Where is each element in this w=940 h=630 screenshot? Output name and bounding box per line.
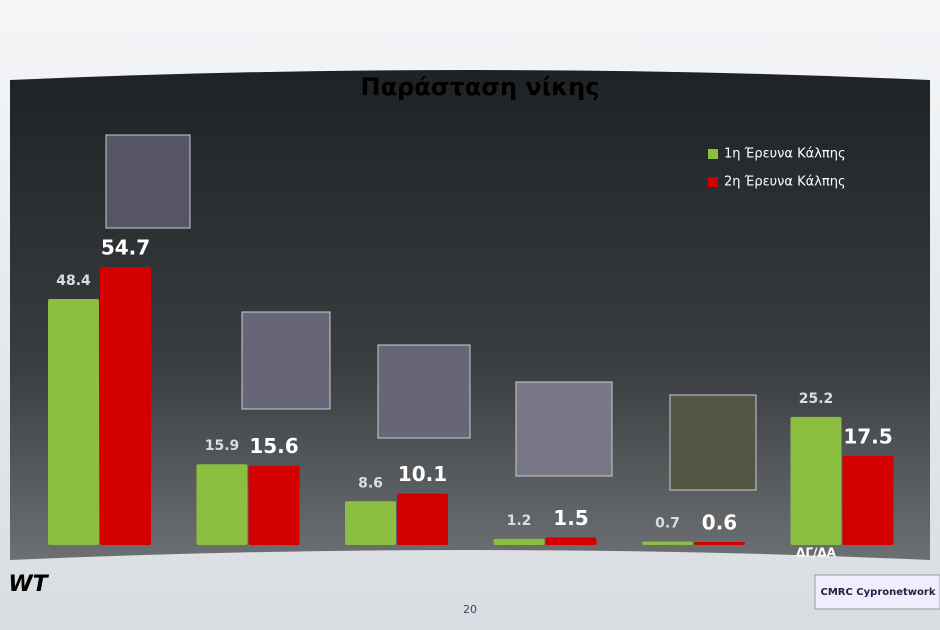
legend-label: 1η Έρευνα Κάλπης — [724, 147, 846, 162]
bar — [493, 538, 545, 545]
value-label: 1.2 — [507, 513, 532, 529]
bar — [48, 299, 99, 545]
logo-left: WT — [8, 572, 49, 597]
page-number: 20 — [463, 603, 477, 616]
value-label: 15.9 — [205, 438, 240, 454]
value-label: 8.6 — [358, 475, 383, 491]
value-label: 48.4 — [56, 273, 91, 289]
bar — [694, 541, 745, 545]
legend-swatch — [708, 177, 718, 187]
value-label: 0.6 — [702, 510, 737, 534]
bar — [196, 464, 248, 545]
value-label: 0.7 — [655, 515, 680, 531]
bar — [397, 493, 448, 545]
value-label: 10.1 — [398, 462, 447, 486]
chart-title: Παράσταση νίκης — [361, 73, 600, 101]
photos — [105, 134, 757, 491]
value-label: 25.2 — [799, 391, 834, 407]
value-label: 15.6 — [249, 434, 298, 458]
x-tick-label: ΔΓ/ΔΑ — [796, 546, 837, 560]
logo-right: CMRC Cypronetwork — [821, 587, 936, 598]
bar — [842, 456, 894, 545]
bar — [545, 537, 597, 545]
value-label: 17.5 — [843, 425, 892, 449]
legend-swatch — [708, 149, 718, 159]
value-label: 54.7 — [101, 236, 150, 260]
bar — [790, 416, 842, 545]
bar — [248, 465, 300, 545]
bar — [642, 541, 693, 545]
value-label: 1.5 — [553, 506, 588, 530]
bar — [100, 267, 151, 545]
logo-box — [814, 574, 940, 610]
legend-label: 2η Έρευνα Κάλπης — [724, 175, 846, 190]
bar — [345, 501, 396, 545]
